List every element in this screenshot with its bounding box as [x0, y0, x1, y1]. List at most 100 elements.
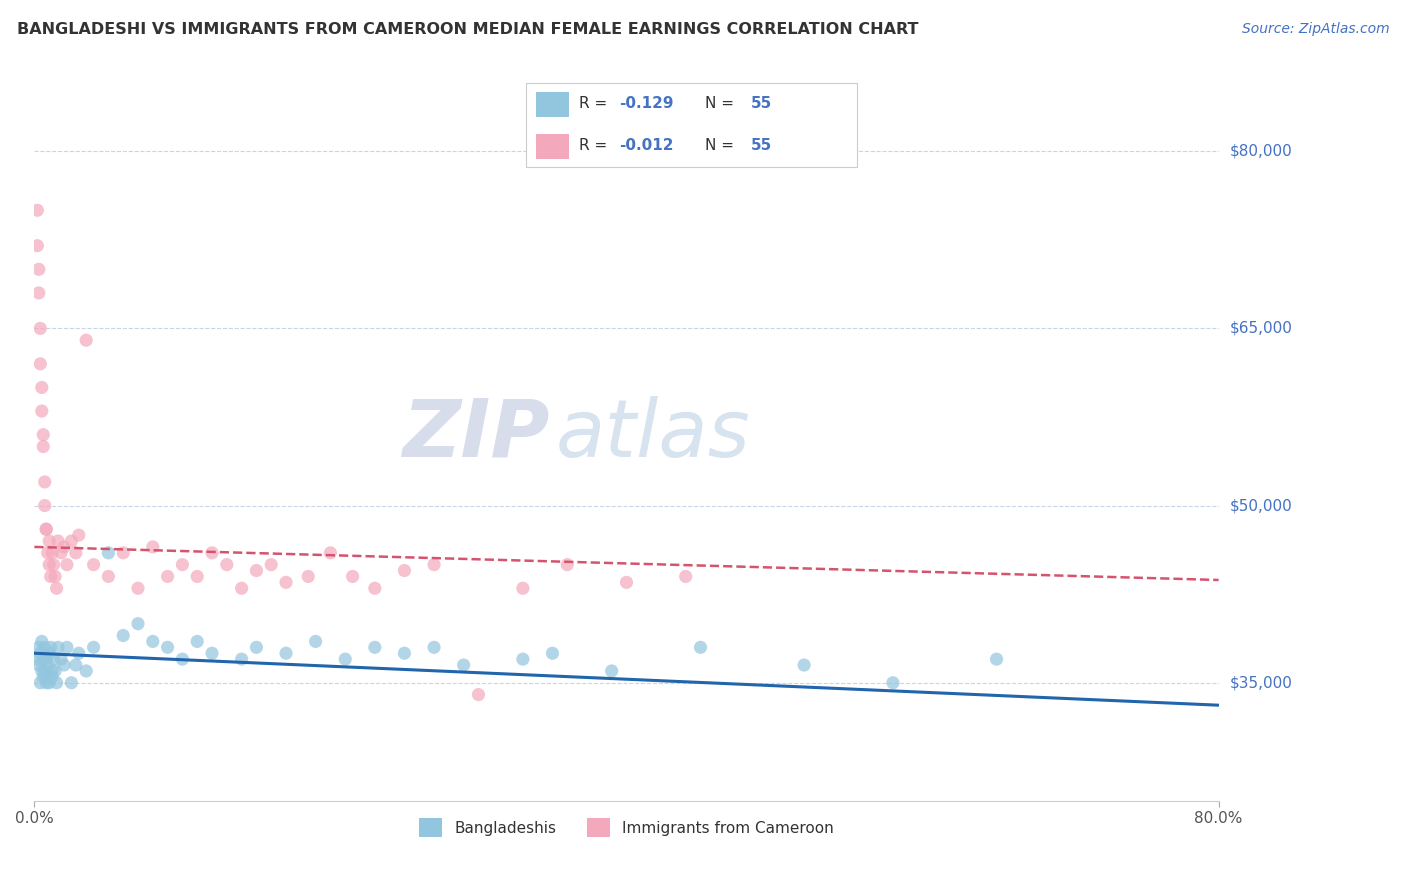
Point — [60, 675, 83, 690]
Point — [30, 646, 52, 660]
Point — [75, 333, 97, 347]
Point — [394, 646, 416, 660]
Point — [46, 640, 69, 655]
Point — [512, 581, 534, 595]
Point — [32, 440, 55, 454]
Point — [38, 675, 60, 690]
Point — [112, 546, 135, 560]
Point — [31, 664, 53, 678]
Point — [142, 634, 165, 648]
Point — [201, 646, 224, 660]
Point — [31, 634, 53, 648]
Point — [231, 581, 253, 595]
Text: $80,000: $80,000 — [1230, 144, 1292, 159]
Text: ZIP: ZIP — [402, 396, 550, 474]
Text: Source: ZipAtlas.com: Source: ZipAtlas.com — [1241, 22, 1389, 37]
Point — [45, 581, 67, 595]
Point — [304, 634, 326, 648]
Point — [65, 658, 87, 673]
Point — [45, 675, 67, 690]
Point — [112, 628, 135, 642]
Point — [83, 640, 105, 655]
Point — [186, 634, 208, 648]
Point — [41, 664, 63, 678]
Point — [38, 646, 60, 660]
Point — [215, 558, 238, 572]
Point — [231, 652, 253, 666]
Point — [75, 664, 97, 678]
Point — [32, 670, 55, 684]
Point — [394, 564, 416, 578]
Point — [53, 540, 76, 554]
Point — [689, 640, 711, 655]
Point — [31, 404, 53, 418]
Point — [41, 546, 63, 560]
Point — [28, 262, 51, 277]
Point — [83, 558, 105, 572]
Point — [46, 534, 69, 549]
Point — [127, 616, 149, 631]
Point — [27, 238, 49, 252]
Point — [37, 546, 59, 560]
Point — [512, 652, 534, 666]
Point — [616, 575, 638, 590]
Point — [172, 652, 194, 666]
Point — [39, 640, 62, 655]
Point — [38, 534, 60, 549]
Point — [245, 640, 267, 655]
Point — [127, 581, 149, 595]
Point — [423, 558, 446, 572]
Text: BANGLADESHI VS IMMIGRANTS FROM CAMEROON MEDIAN FEMALE EARNINGS CORRELATION CHART: BANGLADESHI VS IMMIGRANTS FROM CAMEROON … — [17, 22, 918, 37]
Point — [453, 658, 475, 673]
Text: $65,000: $65,000 — [1230, 321, 1292, 336]
Point — [201, 546, 224, 560]
Point — [27, 203, 49, 218]
Point — [42, 558, 65, 572]
Point — [56, 558, 79, 572]
Point — [30, 357, 52, 371]
Point — [793, 658, 815, 673]
Point — [34, 664, 56, 678]
Point — [35, 675, 58, 690]
Point — [342, 569, 364, 583]
Point — [38, 558, 60, 572]
Point — [53, 658, 76, 673]
Point — [172, 558, 194, 572]
Point — [541, 646, 564, 660]
Point — [319, 546, 342, 560]
Point — [28, 640, 51, 655]
Point — [555, 558, 578, 572]
Point — [49, 652, 72, 666]
Point — [49, 546, 72, 560]
Point — [675, 569, 697, 583]
Point — [364, 581, 387, 595]
Point — [32, 652, 55, 666]
Point — [156, 640, 179, 655]
Point — [37, 658, 59, 673]
Point — [34, 475, 56, 489]
Point — [65, 546, 87, 560]
Point — [97, 569, 120, 583]
Point — [186, 569, 208, 583]
Point — [35, 522, 58, 536]
Point — [44, 569, 66, 583]
Point — [67, 646, 90, 660]
Point — [274, 646, 297, 660]
Point — [467, 688, 489, 702]
Point — [297, 569, 319, 583]
Point — [600, 664, 623, 678]
Point — [364, 640, 387, 655]
Point — [34, 640, 56, 655]
Point — [41, 670, 63, 684]
Point — [39, 569, 62, 583]
Point — [34, 499, 56, 513]
Point — [28, 658, 51, 673]
Point — [56, 640, 79, 655]
Point — [60, 534, 83, 549]
Point — [97, 546, 120, 560]
Point — [35, 652, 58, 666]
Point — [31, 380, 53, 394]
Point — [28, 285, 51, 300]
Point — [274, 575, 297, 590]
Point — [245, 564, 267, 578]
